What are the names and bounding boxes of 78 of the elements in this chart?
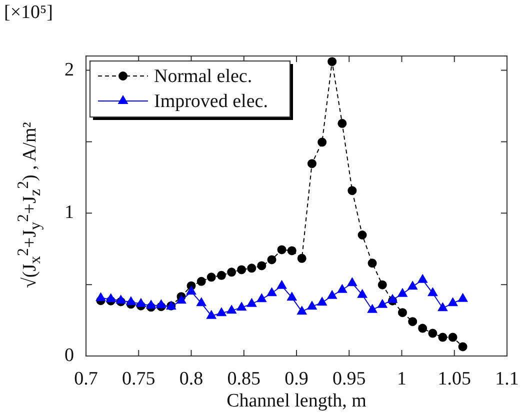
point xyxy=(227,268,236,277)
point xyxy=(307,301,317,310)
point xyxy=(126,296,136,306)
legend-label: Normal elec. xyxy=(154,66,252,87)
point xyxy=(226,305,236,314)
point xyxy=(206,272,216,282)
point xyxy=(196,276,206,286)
point xyxy=(297,306,307,315)
x-tick-label: 1 xyxy=(397,368,406,390)
point xyxy=(307,159,316,168)
point xyxy=(237,265,246,274)
point xyxy=(338,118,347,128)
point xyxy=(246,298,256,307)
point xyxy=(438,332,448,342)
point xyxy=(337,284,348,293)
point xyxy=(378,280,387,290)
point xyxy=(186,286,196,295)
point xyxy=(408,317,418,326)
point xyxy=(216,308,226,316)
point xyxy=(428,328,438,338)
point xyxy=(116,295,126,304)
point xyxy=(368,258,377,268)
point xyxy=(348,186,357,196)
point xyxy=(276,280,287,289)
point xyxy=(277,245,286,254)
point xyxy=(256,294,266,302)
x-tick-label: 1.05 xyxy=(438,368,471,390)
point xyxy=(236,302,246,311)
point xyxy=(206,310,216,319)
x-tick-label: 1.1 xyxy=(495,368,519,390)
point xyxy=(347,278,358,286)
point xyxy=(216,270,226,280)
point xyxy=(398,308,407,318)
point xyxy=(156,300,166,308)
point xyxy=(418,324,428,333)
point xyxy=(418,274,428,283)
point xyxy=(438,302,448,312)
x-tick-label: 0.85 xyxy=(227,368,260,390)
x-tick-label: 0.75 xyxy=(122,368,156,390)
point xyxy=(458,342,468,352)
point xyxy=(257,261,266,270)
point xyxy=(378,299,388,308)
text: [×10⁵] xyxy=(4,2,53,24)
point xyxy=(408,281,418,290)
point xyxy=(136,298,146,307)
x-tick-label: 0.7 xyxy=(74,368,98,390)
point xyxy=(267,255,276,264)
x-tick-label: 0.9 xyxy=(284,368,308,390)
point xyxy=(247,264,256,273)
point xyxy=(428,288,438,296)
point xyxy=(176,295,186,304)
point xyxy=(388,294,398,303)
point xyxy=(146,300,156,309)
point xyxy=(318,138,327,147)
point xyxy=(367,304,378,313)
y-tick-label: 2 xyxy=(64,59,74,80)
legend-label: Improved elec. xyxy=(154,90,268,112)
point xyxy=(287,246,296,256)
point xyxy=(328,57,337,66)
point xyxy=(358,230,367,240)
point xyxy=(96,292,106,302)
x-axis-title: Channel length, m xyxy=(226,390,367,412)
y-tick-label: 0 xyxy=(64,344,74,366)
y-tick-label: 1 xyxy=(64,202,74,224)
point xyxy=(448,332,458,342)
point xyxy=(398,288,408,297)
x-tick-label: 0.8 xyxy=(179,368,204,390)
point xyxy=(317,297,327,306)
point xyxy=(266,288,277,296)
point xyxy=(357,289,368,298)
point xyxy=(196,298,206,306)
point xyxy=(297,254,306,263)
point xyxy=(287,292,297,301)
point xyxy=(106,294,116,302)
point xyxy=(458,293,468,302)
x-tick-label: 0.95 xyxy=(332,368,366,390)
point xyxy=(327,290,337,299)
point xyxy=(448,298,458,306)
